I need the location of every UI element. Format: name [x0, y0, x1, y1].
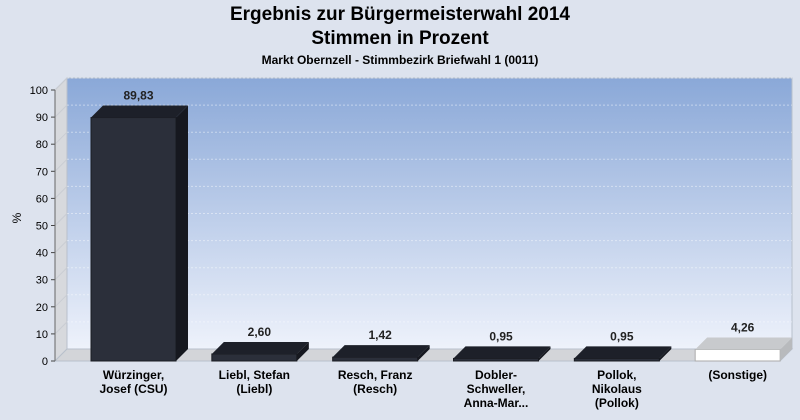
gridline-side	[54, 158, 68, 172]
y-tick-label: 70	[36, 166, 48, 178]
bar-value-label: 89,83	[123, 89, 153, 103]
bar	[573, 357, 660, 362]
bar-value-label: 0,95	[489, 329, 513, 343]
gridline-side	[54, 294, 68, 308]
y-tick-label: 50	[36, 221, 48, 233]
bar-value-label: 4,26	[731, 320, 755, 334]
chart-title: Ergebnis zur Bürgermeisterwahl 2014	[229, 4, 570, 25]
bar-top	[574, 346, 672, 359]
gridline-side	[54, 267, 68, 281]
gridline-side	[54, 186, 68, 199]
bar-value-label: 2,60	[248, 325, 272, 339]
y-tick-label: 100	[30, 85, 48, 97]
y-tick-label: 40	[36, 248, 48, 260]
bar-top	[211, 341, 309, 354]
bar	[453, 357, 539, 362]
bar-side	[780, 337, 793, 361]
x-tick-label: Dobler-Schweller, Anna-Mar...	[464, 368, 529, 410]
y-tick-label: 90	[36, 112, 48, 124]
bar-side	[296, 341, 309, 361]
bar-side	[659, 346, 672, 361]
bar	[211, 353, 298, 362]
bar-top	[332, 345, 430, 358]
gridline-side	[54, 131, 68, 145]
y-tick-label: 30	[36, 275, 48, 287]
bar	[90, 117, 177, 362]
bar-top	[695, 337, 793, 350]
chart-subtitle: Stimmen in Prozent	[311, 28, 489, 49]
y-tick-label: 0	[42, 356, 48, 368]
gridline-side	[54, 77, 68, 91]
bar-side	[176, 105, 188, 361]
gridline-side	[54, 104, 68, 118]
gridline-side	[54, 240, 68, 253]
y-tick-label: 20	[36, 302, 48, 314]
bar-value-label: 0,95	[610, 329, 634, 343]
bar-top	[453, 346, 551, 359]
x-tick-label: (Sonstige)	[708, 368, 767, 382]
bar	[332, 356, 419, 362]
bar	[694, 348, 781, 362]
x-tick-label: Pollok, Nikolaus (Pollok)	[592, 368, 642, 410]
gridline-side	[54, 213, 68, 226]
x-tick-label: Liebl, Stefan (Liebl)	[219, 368, 290, 396]
bar-side	[538, 346, 551, 361]
bar-side	[417, 345, 430, 361]
x-tick-label: Resch, Franz (Resch)	[338, 368, 413, 396]
y-tick-label: 10	[36, 329, 48, 341]
y-axis-label: %	[10, 212, 24, 223]
chart-caption: Markt Obernzell - Stimmbezirk Briefwahl …	[261, 53, 539, 67]
y-tick-label: 80	[36, 139, 48, 151]
gridline-side	[54, 321, 68, 335]
y-tick-label: 60	[36, 193, 48, 205]
bar-value-label: 1,42	[368, 328, 392, 342]
x-tick-label: Würzinger, Josef (CSU)	[99, 368, 167, 396]
bar-top	[91, 105, 188, 118]
